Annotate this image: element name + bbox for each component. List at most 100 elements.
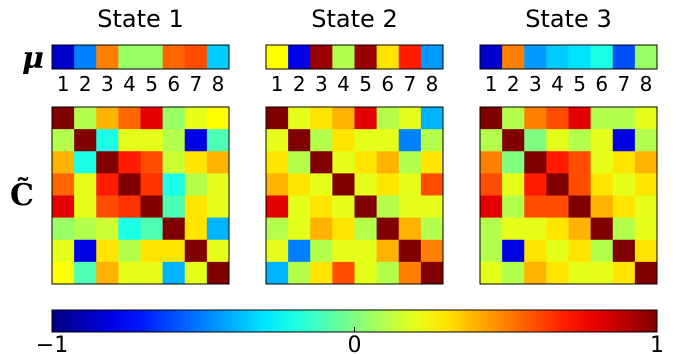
- mu-index-label: 2: [507, 72, 520, 96]
- cov-cell: [74, 151, 97, 174]
- cov-cell: [612, 239, 636, 263]
- cov-cell: [140, 129, 164, 152]
- mu-cell: [354, 45, 378, 69]
- cov-cell: [376, 261, 400, 285]
- cov-cell: [524, 239, 547, 263]
- mu-cell: [184, 45, 208, 69]
- panel-state-2: State 2 1 2 3 4 5 6 7 8: [265, 5, 444, 285]
- cov-cell: [376, 217, 400, 241]
- cov-cell: [184, 239, 208, 263]
- cov-cell: [206, 217, 230, 241]
- mu-frame: [51, 44, 230, 70]
- mu-cell: [140, 45, 164, 69]
- cov-cell: [480, 239, 503, 263]
- cov-cell: [266, 107, 289, 130]
- mu-cell: [502, 45, 525, 69]
- cov-cell: [480, 261, 503, 285]
- mu-cell: [568, 45, 592, 69]
- cov-cell: [546, 239, 569, 263]
- cov-cell: [206, 261, 230, 285]
- cov-cell: [74, 261, 97, 285]
- cov-cell: [288, 217, 311, 241]
- mu-index-label: 8: [426, 72, 439, 96]
- colorbar-tick-label: 0: [348, 333, 362, 354]
- cov-cell: [288, 129, 311, 152]
- cov-cell: [420, 173, 444, 196]
- cov-cell: [140, 107, 164, 130]
- cov-cell: [502, 261, 525, 285]
- cov-cell: [96, 107, 119, 130]
- cov-cell: [612, 173, 636, 196]
- cov-cell: [96, 239, 119, 263]
- cov-cell: [590, 151, 614, 174]
- cov-cell: [634, 173, 658, 196]
- cov-cell: [398, 239, 422, 263]
- mu-row-label: μ: [22, 41, 44, 76]
- cov-frame: [479, 106, 658, 285]
- cov-cell: [74, 217, 97, 241]
- cov-cell: [184, 151, 208, 174]
- cov-cell: [332, 239, 355, 263]
- cov-cell: [502, 195, 525, 219]
- cov-cell: [502, 151, 525, 174]
- cov-cell: [266, 239, 289, 263]
- cov-cell: [524, 129, 547, 152]
- cov-cell: [354, 217, 378, 241]
- cov-cell: [52, 151, 75, 174]
- cov-cell: [162, 129, 186, 152]
- cov-cell: [140, 239, 164, 263]
- mu-index-label: 8: [212, 72, 225, 96]
- cov-cell: [118, 217, 141, 241]
- mu-cell: [162, 45, 186, 69]
- cov-cell: [118, 151, 141, 174]
- cov-cell: [266, 151, 289, 174]
- cov-cell: [634, 129, 658, 152]
- cov-cell: [206, 151, 230, 174]
- cov-cell: [288, 107, 311, 130]
- cov-cell: [376, 129, 400, 152]
- cov-cell: [74, 173, 97, 196]
- cov-cell: [546, 151, 569, 174]
- cov-cell: [546, 107, 569, 130]
- mu-cell: [634, 45, 658, 69]
- cov-cell: [398, 129, 422, 152]
- mu-cell: [52, 45, 75, 69]
- cov-row-label: C̃: [10, 178, 34, 213]
- mu-cell: [310, 45, 333, 69]
- mu-index-label: 3: [315, 72, 328, 96]
- cov-cell: [480, 107, 503, 130]
- cov-cell: [206, 129, 230, 152]
- cov-cell: [354, 239, 378, 263]
- cov-cell: [480, 129, 503, 152]
- cov-cell: [398, 217, 422, 241]
- mu-cell: [590, 45, 614, 69]
- cov-cell: [140, 261, 164, 285]
- cov-cell: [612, 129, 636, 152]
- cov-cell: [118, 195, 141, 219]
- cov-cell: [568, 217, 592, 241]
- cov-cell: [502, 107, 525, 130]
- cov-cell: [376, 107, 400, 130]
- cov-cell: [524, 195, 547, 219]
- mu-cell: [612, 45, 636, 69]
- cov-cell: [420, 107, 444, 130]
- cov-cell: [118, 261, 141, 285]
- cov-cell: [74, 107, 97, 130]
- cov-cell: [568, 151, 592, 174]
- cov-cell: [634, 239, 658, 263]
- cov-frame: [265, 106, 444, 285]
- cov-cell: [590, 129, 614, 152]
- cov-cell: [184, 129, 208, 152]
- cov-cell: [420, 261, 444, 285]
- cov-cell: [480, 195, 503, 219]
- cov-cell: [206, 239, 230, 263]
- cov-cell: [52, 261, 75, 285]
- mu-cell: [398, 45, 422, 69]
- cov-cell: [310, 173, 333, 196]
- cov-cell: [354, 173, 378, 196]
- panel-title: State 1: [97, 5, 183, 33]
- cov-cell: [354, 107, 378, 130]
- cov-cell: [310, 151, 333, 174]
- mu-cell: [96, 45, 119, 69]
- colorbar: −1 0 1: [36, 309, 664, 354]
